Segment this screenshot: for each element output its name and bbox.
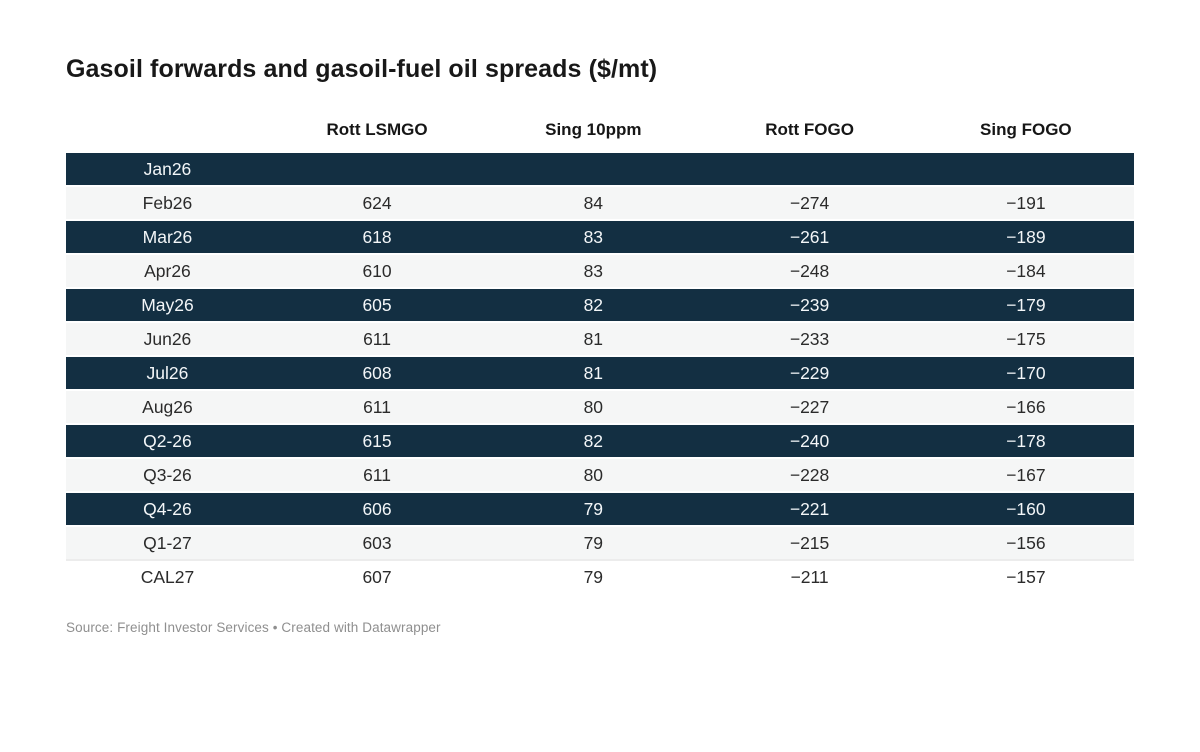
period-cell: Mar26	[66, 219, 269, 254]
value-cell: 618	[268, 219, 486, 254]
value-cell: −157	[917, 559, 1134, 594]
period-cell: Jun26	[66, 321, 269, 356]
period-cell: May26	[66, 287, 269, 322]
table-row-q4-26: Q4-26 606 79 −221 −160	[66, 491, 1134, 526]
value-cell: −229	[701, 355, 918, 390]
value-cell: 79	[485, 525, 702, 560]
value-cell: −274	[701, 185, 918, 220]
value-cell: −228	[701, 457, 918, 492]
forwards-table: Rott LSMGO Sing 10ppm Rott FOGO Sing FOG…	[66, 108, 1134, 594]
chart-title: Gasoil forwards and gasoil-fuel oil spre…	[66, 55, 658, 83]
value-cell: 611	[268, 321, 486, 356]
value-cell: 80	[485, 457, 702, 492]
value-cell	[917, 151, 1134, 186]
value-cell: 82	[485, 287, 702, 322]
value-cell: −184	[917, 253, 1134, 288]
value-cell: −215	[701, 525, 918, 560]
value-cell: −233	[701, 321, 918, 356]
value-cell: −191	[917, 185, 1134, 220]
table-row-feb26: Feb26 624 84 −274 −191	[66, 185, 1134, 220]
table-row-apr26: Apr26 610 83 −248 −184	[66, 253, 1134, 288]
col-header-sing-fogo: Sing FOGO	[980, 119, 1072, 139]
value-cell	[268, 151, 486, 186]
value-cell: −227	[701, 389, 918, 424]
table-row-cal27: CAL27 607 79 −211 −157	[66, 559, 1134, 594]
source-attribution: Source: Freight Investor Services • Crea…	[66, 620, 441, 635]
value-cell	[701, 151, 918, 186]
period-cell: Q1-27	[66, 525, 269, 560]
value-cell: 79	[485, 559, 702, 594]
period-cell: Jul26	[66, 355, 269, 390]
value-cell: −261	[701, 219, 918, 254]
value-cell: 81	[485, 321, 702, 356]
value-cell: −178	[917, 423, 1134, 458]
col-header-rott-fogo: Rott FOGO	[765, 119, 854, 139]
value-cell: 605	[268, 287, 486, 322]
col-header-sing-10ppm: Sing 10ppm	[545, 119, 642, 139]
value-cell: 83	[485, 253, 702, 288]
col-header-rott-lsmgo: Rott LSMGO	[326, 119, 428, 139]
value-cell: 83	[485, 219, 702, 254]
value-cell: 607	[268, 559, 486, 594]
value-cell: 606	[268, 491, 486, 526]
period-cell: Feb26	[66, 185, 269, 220]
value-cell: 611	[268, 457, 486, 492]
col-header-period	[66, 108, 269, 152]
period-cell: Aug26	[66, 389, 269, 424]
value-cell: 610	[268, 253, 486, 288]
value-cell: 81	[485, 355, 702, 390]
table-header-row: Rott LSMGO Sing 10ppm Rott FOGO Sing FOG…	[66, 108, 1134, 152]
value-cell: −240	[701, 423, 918, 458]
value-cell: 603	[268, 525, 486, 560]
value-cell: −179	[917, 287, 1134, 322]
value-cell	[485, 151, 702, 186]
value-cell: −175	[917, 321, 1134, 356]
table-row-aug26: Aug26 611 80 −227 −166	[66, 389, 1134, 424]
value-cell: 608	[268, 355, 486, 390]
chart-container: Gasoil forwards and gasoil-fuel oil spre…	[66, 54, 1134, 635]
table-row-jan26: Jan26	[66, 151, 1134, 186]
table-row-q3-26: Q3-26 611 80 −228 −167	[66, 457, 1134, 492]
period-cell: Jan26	[66, 151, 269, 186]
value-cell: −167	[917, 457, 1134, 492]
table-row-may26: May26 605 82 −239 −179	[66, 287, 1134, 322]
table-row-jul26: Jul26 608 81 −229 −170	[66, 355, 1134, 390]
value-cell: 82	[485, 423, 702, 458]
value-cell: 79	[485, 491, 702, 526]
period-cell: Q2-26	[66, 423, 269, 458]
value-cell: −156	[917, 525, 1134, 560]
value-cell: 611	[268, 389, 486, 424]
value-cell: 84	[485, 185, 702, 220]
value-cell: −170	[917, 355, 1134, 390]
value-cell: −239	[701, 287, 918, 322]
period-cell: Q4-26	[66, 491, 269, 526]
value-cell: −189	[917, 219, 1134, 254]
period-cell: CAL27	[66, 559, 269, 594]
value-cell: −160	[917, 491, 1134, 526]
value-cell: −248	[701, 253, 918, 288]
value-cell: −221	[701, 491, 918, 526]
table-row-mar26: Mar26 618 83 −261 −189	[66, 219, 1134, 254]
period-cell: Apr26	[66, 253, 269, 288]
table-row-jun26: Jun26 611 81 −233 −175	[66, 321, 1134, 356]
period-cell: Q3-26	[66, 457, 269, 492]
table-row-q1-27: Q1-27 603 79 −215 −156	[66, 525, 1134, 560]
value-cell: 624	[268, 185, 486, 220]
value-cell: 80	[485, 389, 702, 424]
value-cell: −166	[917, 389, 1134, 424]
value-cell: −211	[701, 559, 918, 594]
table-row-q2-26: Q2-26 615 82 −240 −178	[66, 423, 1134, 458]
value-cell: 615	[268, 423, 486, 458]
